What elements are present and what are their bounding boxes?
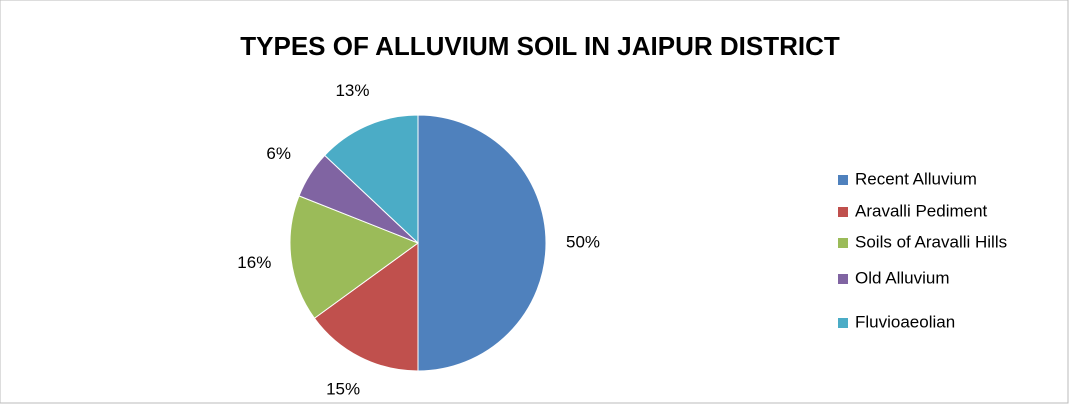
data-label: 50% <box>566 232 600 251</box>
chart-title: TYPES OF ALLUVIUM SOIL IN JAIPUR DISTRIC… <box>240 31 840 61</box>
pie-slice <box>289 195 420 319</box>
legend-label: Recent Alluvium <box>855 169 977 188</box>
legend-label: Old Alluvium <box>855 268 949 287</box>
data-label: 16% <box>237 253 271 272</box>
data-label: 15% <box>326 380 360 399</box>
legend-swatch <box>838 207 848 217</box>
pie-slice <box>313 242 419 372</box>
legend-swatch <box>838 175 848 185</box>
data-label: 6% <box>266 144 291 163</box>
pie-slice <box>417 114 547 372</box>
legend-swatch <box>838 238 848 248</box>
legend-label: Fluvioaeolian <box>855 312 955 331</box>
legend-label: Soils of Aravalli Hills <box>855 232 1007 251</box>
legend-swatch <box>838 318 848 328</box>
data-label: 13% <box>335 81 369 100</box>
legend-label: Aravalli Pediment <box>855 201 988 220</box>
legend-swatch <box>838 274 848 284</box>
pie-slice <box>323 114 419 245</box>
